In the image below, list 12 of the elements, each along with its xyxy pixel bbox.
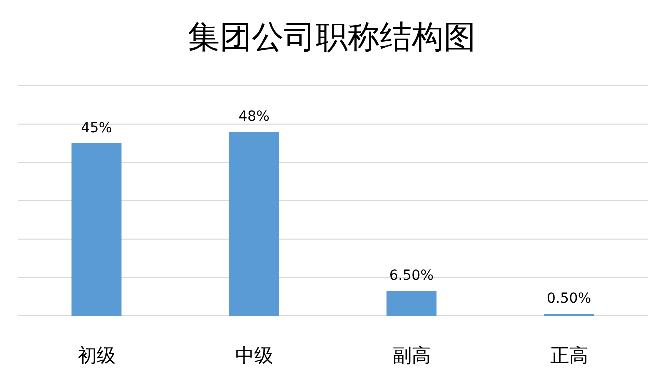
data-label: 0.50% <box>547 291 592 308</box>
bar <box>72 144 122 316</box>
data-label: 6.50% <box>390 268 434 284</box>
x-tick-label: 副高 <box>392 345 431 367</box>
x-tick-label: 初级 <box>78 345 116 367</box>
x-tick-label: 中级 <box>235 345 274 367</box>
bar <box>386 291 437 316</box>
data-label: 48% <box>238 109 270 125</box>
x-tick-label: 正高 <box>550 345 588 367</box>
bar <box>229 132 280 316</box>
data-label: 45% <box>81 120 112 136</box>
chart-title: 集团公司职称结构图 <box>188 18 476 56</box>
